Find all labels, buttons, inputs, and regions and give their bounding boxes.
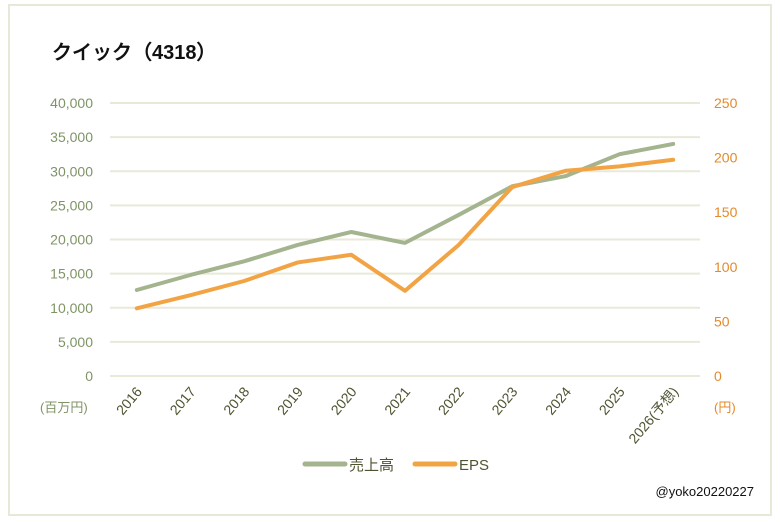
credit-text: @yoko20220227 xyxy=(655,484,755,499)
x-tick-label: 2023 xyxy=(488,383,520,417)
left-tick-label: 35,000 xyxy=(50,129,93,145)
data-point xyxy=(136,307,138,309)
right-tick-label: 150 xyxy=(714,204,738,220)
data-point xyxy=(458,244,460,246)
right-tick-label: 250 xyxy=(714,95,738,111)
data-point xyxy=(565,175,567,177)
series-line-sales xyxy=(134,141,676,293)
left-tick-label: 15,000 xyxy=(50,266,93,282)
data-point xyxy=(619,153,621,155)
x-tick-label: 2019 xyxy=(274,383,306,417)
data-point xyxy=(672,159,674,161)
left-axis-label: (百万円) xyxy=(40,400,88,415)
chart-title: クイック（4318） xyxy=(52,42,217,64)
x-tick-label: 2022 xyxy=(435,383,467,417)
right-tick-label: 200 xyxy=(714,150,738,166)
right-tick-label: 100 xyxy=(714,259,738,275)
data-point xyxy=(350,254,352,256)
chart-frame xyxy=(8,4,772,516)
data-point xyxy=(189,274,191,276)
x-tick-label: 2021 xyxy=(381,383,413,417)
data-point xyxy=(297,261,299,263)
left-tick-label: 25,000 xyxy=(50,197,93,213)
data-point xyxy=(297,244,299,246)
left-tick-label: 40,000 xyxy=(50,95,93,111)
data-point xyxy=(565,170,567,172)
left-tick-label: 0 xyxy=(85,368,93,384)
data-point xyxy=(458,214,460,216)
left-tick-label: 30,000 xyxy=(50,163,93,179)
x-tick-label: 2024 xyxy=(542,383,574,417)
legend-label: EPS xyxy=(459,457,489,474)
left-tick-label: 20,000 xyxy=(50,232,93,248)
data-point xyxy=(136,289,138,291)
data-point xyxy=(404,290,406,292)
left-tick-label: 5,000 xyxy=(58,334,93,350)
x-tick-label: 2020 xyxy=(327,383,359,417)
right-tick-label: 0 xyxy=(714,368,722,384)
data-point xyxy=(243,260,245,262)
data-point xyxy=(189,294,191,296)
data-point xyxy=(243,280,245,282)
x-tick-label: 2016 xyxy=(113,383,145,417)
data-point xyxy=(511,186,513,188)
right-tick-label: 50 xyxy=(714,313,730,329)
x-tick-label: 2025 xyxy=(596,383,628,417)
legend-label: 売上高 xyxy=(349,457,394,474)
data-point xyxy=(672,143,674,145)
data-point xyxy=(619,165,621,167)
right-axis-label: (円) xyxy=(714,400,736,415)
series-line-eps xyxy=(134,157,676,311)
x-tick-label: 2017 xyxy=(166,383,198,417)
data-point xyxy=(404,242,406,244)
left-tick-label: 10,000 xyxy=(50,300,93,316)
x-tick-label: 2018 xyxy=(220,383,252,417)
data-point xyxy=(350,231,352,233)
x-tick-label: 2026(予想) xyxy=(625,384,681,447)
